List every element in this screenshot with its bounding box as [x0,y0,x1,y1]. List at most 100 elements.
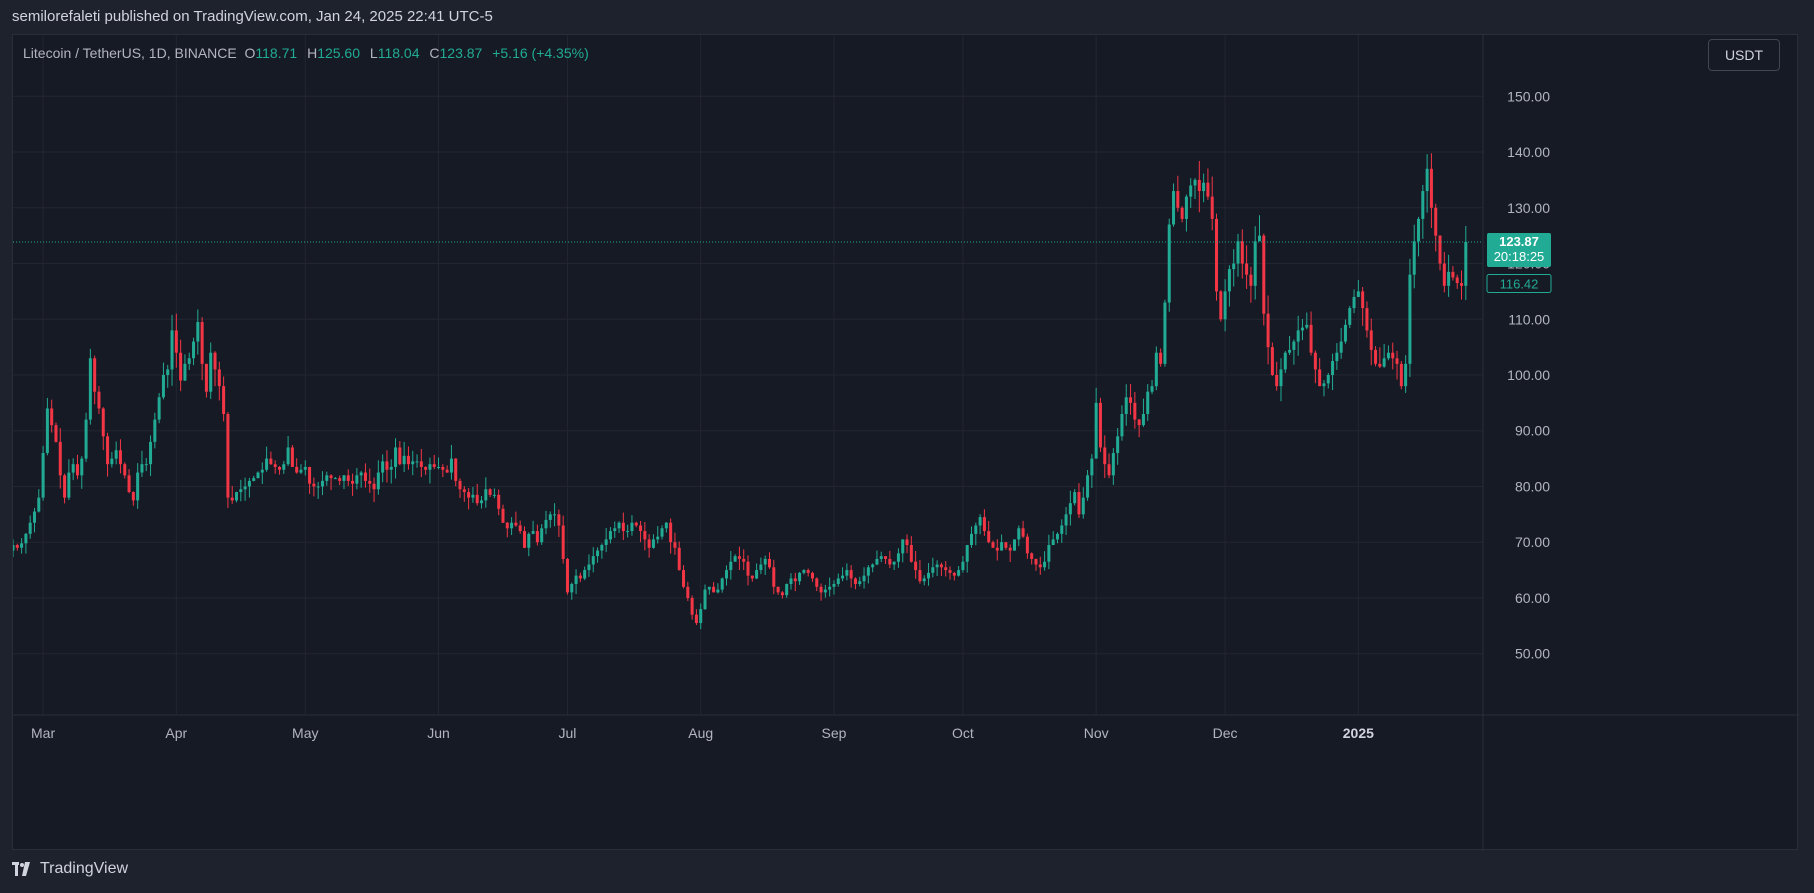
candle-body[interactable] [1047,545,1051,562]
candle-body[interactable] [131,492,135,501]
candle-body[interactable] [13,545,15,551]
candle-body[interactable] [346,475,350,481]
candle-body[interactable] [235,492,239,501]
candle-body[interactable] [1107,464,1111,476]
candle-body[interactable] [166,369,170,375]
candle-body[interactable] [836,578,840,585]
candle-body[interactable] [540,528,544,543]
candle-body[interactable] [746,561,750,576]
currency-button[interactable]: USDT [1708,39,1780,71]
candle-body[interactable] [101,408,105,437]
candle-body[interactable] [144,464,148,466]
candle-body[interactable] [849,570,853,579]
candle-body[interactable] [1197,179,1201,192]
candle-body[interactable] [161,375,165,398]
candle-body[interactable] [1094,402,1098,459]
candle-body[interactable] [372,483,376,490]
candle-body[interactable] [866,567,870,576]
candle-body[interactable] [1227,269,1231,292]
candle-body[interactable] [909,545,913,562]
candle-body[interactable] [222,386,226,415]
candle-body[interactable] [982,517,986,532]
candle-body[interactable] [853,578,857,585]
candle-body[interactable] [1004,542,1008,548]
candle-body[interactable] [441,466,445,470]
candle-body[interactable] [1060,525,1064,534]
candle-body[interactable] [669,522,673,543]
candle-body[interactable] [1322,383,1326,387]
candle-body[interactable] [1137,419,1141,426]
candle-body[interactable] [1348,308,1352,325]
candle-body[interactable] [127,475,131,493]
candle-body[interactable] [879,556,883,559]
candle-body[interactable] [755,570,759,579]
candle-body[interactable] [80,458,84,476]
candle-body[interactable] [424,466,428,470]
candle-body[interactable] [922,578,926,582]
candle-body[interactable] [273,464,277,467]
candle-body[interactable] [1163,302,1167,364]
candle-body[interactable] [247,480,251,487]
candle-body[interactable] [406,455,410,465]
candle-body[interactable] [41,453,45,498]
candle-body[interactable] [1043,561,1047,568]
candle-body[interactable] [1296,330,1300,342]
candle-body[interactable] [845,570,849,576]
candle-body[interactable] [707,586,711,590]
candle-body[interactable] [316,486,320,488]
candle-body[interactable] [183,363,187,381]
candle-body[interactable] [1292,341,1296,350]
candle-body[interactable] [767,558,771,568]
candle-body[interactable] [729,561,733,571]
candle-body[interactable] [1219,291,1223,320]
candle-body[interactable] [1343,324,1347,342]
candle-body[interactable] [884,556,888,559]
candle-body[interactable] [1442,263,1446,286]
candle-body[interactable] [1077,492,1081,515]
candle-body[interactable] [1008,547,1012,551]
candle-body[interactable] [1335,352,1339,362]
candle-body[interactable] [716,589,720,593]
candle-body[interactable] [875,558,879,565]
candle-body[interactable] [170,330,174,370]
candle-body[interactable] [1012,539,1016,551]
candle-body[interactable] [312,483,316,487]
candle-body[interactable] [978,517,982,526]
candle-body[interactable] [1253,241,1257,286]
candle-body[interactable] [458,480,462,490]
candle-body[interactable] [1176,191,1180,208]
candle-body[interactable] [196,322,200,342]
candle-body[interactable] [320,480,324,487]
candle-body[interactable] [1189,185,1193,197]
candle-body[interactable] [71,464,75,473]
candle-body[interactable] [385,461,389,470]
candle-body[interactable] [1386,352,1390,359]
candle-body[interactable] [1051,539,1055,545]
candle-body[interactable] [157,397,161,420]
candle-body[interactable] [428,464,432,470]
candle-body[interactable] [518,525,522,532]
candle-body[interactable] [217,369,221,387]
candle-body[interactable] [265,458,269,470]
candle-body[interactable] [600,545,604,551]
candle-body[interactable] [50,408,54,426]
candle-body[interactable] [1073,492,1077,504]
candle-body[interactable] [243,486,247,490]
candle-body[interactable] [1369,330,1373,350]
candle-body[interactable] [488,489,492,495]
candle-body[interactable] [67,472,71,498]
candle-body[interactable] [682,570,686,587]
candle-body[interactable] [901,539,905,554]
candle-body[interactable] [209,352,213,392]
candle-body[interactable] [136,472,140,501]
candle-body[interactable] [583,570,587,579]
candle-body[interactable] [1146,391,1150,415]
candle-body[interactable] [411,461,415,465]
candle-body[interactable] [1275,375,1279,387]
candle-body[interactable] [802,570,806,573]
candle-body[interactable] [664,522,668,529]
candle-body[interactable] [1451,271,1455,278]
candle-body[interactable] [1116,436,1120,454]
candle-body[interactable] [733,556,737,562]
candle-body[interactable] [389,466,393,470]
